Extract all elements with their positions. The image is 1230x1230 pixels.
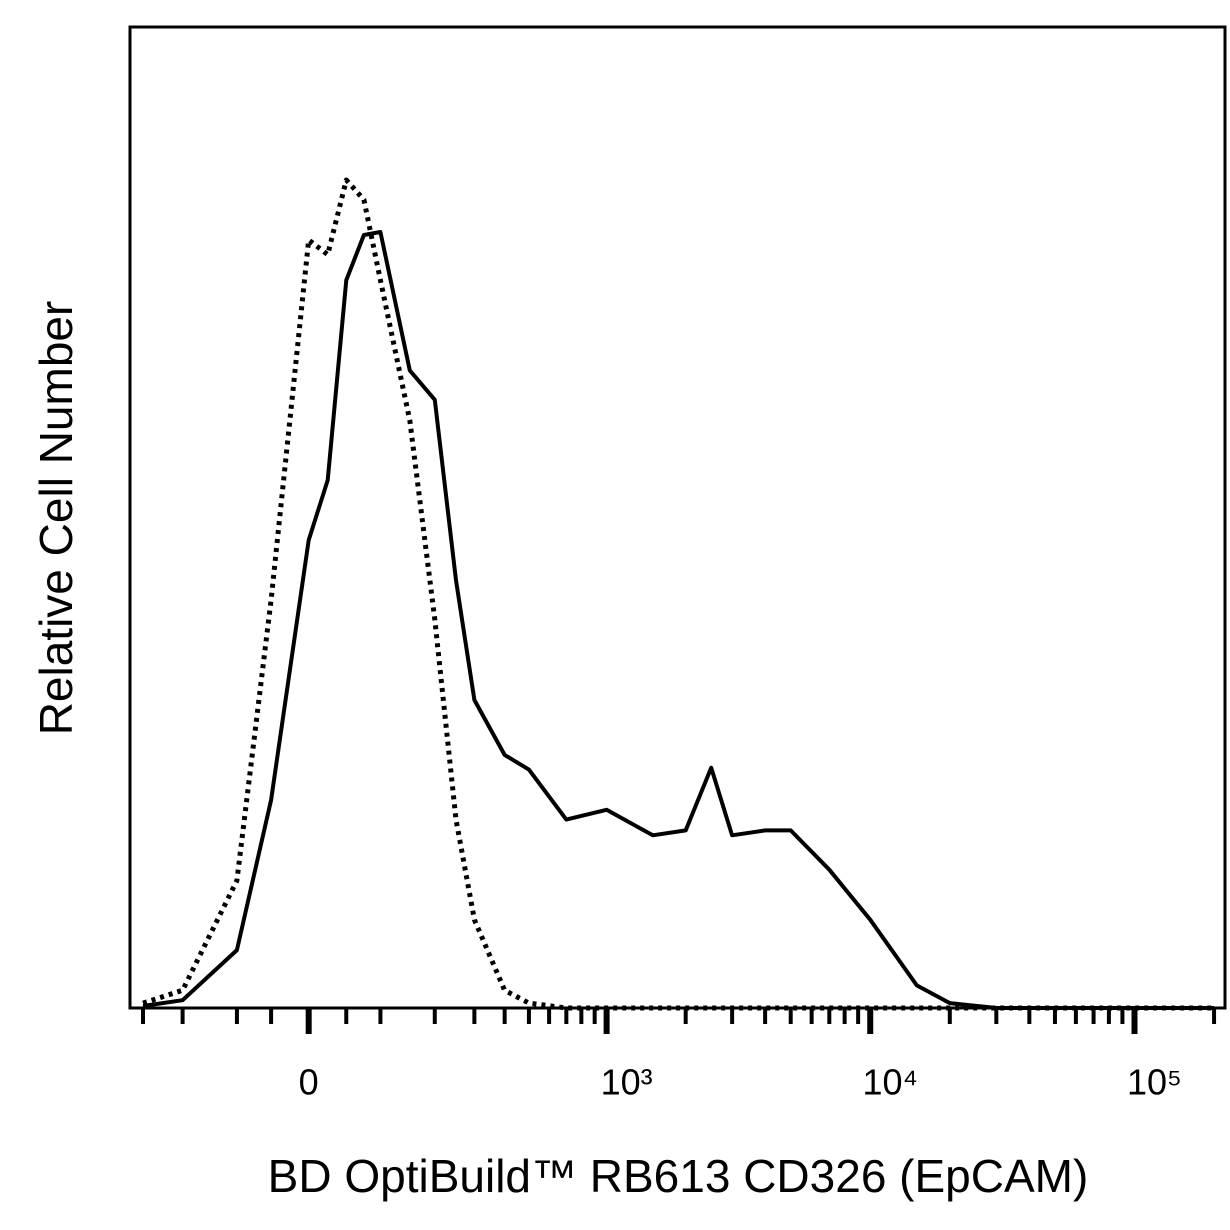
x-tick-label: 0 bbox=[299, 1062, 319, 1103]
x-axis-label: BD OptiBuild™ RB613 CD326 (EpCAM) bbox=[268, 1150, 1089, 1202]
plot-frame bbox=[128, 25, 1227, 1010]
x-tick-label: 10⁵ bbox=[1127, 1062, 1182, 1103]
y-axis-label: Relative Cell Number bbox=[30, 301, 82, 736]
x-tick-label: 10⁴ bbox=[862, 1062, 918, 1103]
x-tick-label: 10³ bbox=[601, 1062, 653, 1103]
solid-line bbox=[142, 230, 1215, 1010]
